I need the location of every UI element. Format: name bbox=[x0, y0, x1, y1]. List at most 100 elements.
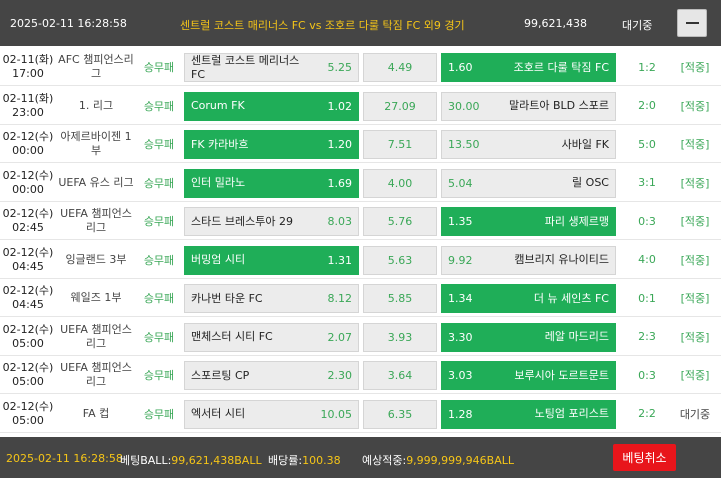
draw-odd-value: 5.63 bbox=[387, 253, 413, 267]
away-odds-button[interactable]: 30.00 말라트아 BLD 스포르 bbox=[441, 91, 616, 121]
away-odd-value: 30.00 bbox=[448, 99, 480, 113]
footer-datetime: 2025-02-11 16:28:58 bbox=[6, 452, 123, 465]
match-date: 02-12(수) bbox=[2, 207, 54, 220]
match-score: 1:2 bbox=[638, 60, 656, 74]
home-odd-value: 1.20 bbox=[327, 138, 353, 151]
match-result: [적중] bbox=[680, 253, 710, 267]
away-odd-value: 1.35 bbox=[448, 215, 473, 228]
away-team-name: 더 뉴 세인츠 FC bbox=[533, 291, 609, 305]
away-odds-button[interactable]: 9.92 캠브리지 유나이티드 bbox=[441, 245, 616, 275]
away-odd-value: 9.92 bbox=[448, 253, 473, 267]
away-odd-value: 1.34 bbox=[448, 292, 473, 305]
match-score: 0:3 bbox=[638, 214, 656, 228]
match-score: 3:1 bbox=[638, 176, 656, 189]
home-team-name: 맨체스터 시티 FC bbox=[191, 330, 273, 343]
away-odd-value: 3.03 bbox=[448, 369, 473, 382]
draw-odds-button[interactable]: 6.35 bbox=[363, 399, 437, 429]
match-datetime: 02-11(화) 23:00 bbox=[0, 87, 56, 125]
home-odd-value: 2.30 bbox=[327, 369, 353, 382]
home-odds-button[interactable]: 버밍엄 시티 1.31 bbox=[184, 245, 359, 275]
home-odd-value: 1.31 bbox=[327, 253, 353, 267]
league-name: UEFA 챔피언스리그 bbox=[60, 207, 132, 234]
away-odds-button[interactable]: 1.34 더 뉴 세인츠 FC bbox=[441, 284, 616, 313]
draw-odds-button[interactable]: 4.00 bbox=[363, 168, 437, 198]
home-odds-button[interactable]: 스타드 브레스투아 29 8.03 bbox=[184, 207, 359, 236]
home-team-name: 스포르팅 CP bbox=[191, 368, 250, 382]
draw-odds-button[interactable]: 7.51 bbox=[363, 130, 437, 159]
home-odds-button[interactable]: FK 카라바흐 1.20 bbox=[184, 130, 359, 159]
away-odds-button[interactable]: 1.28 노팅엄 포리스트 bbox=[441, 399, 616, 429]
match-row: 02-12(수) 02:45 UEFA 챔피언스리그 승무패 스타드 브레스투아 29 8… bbox=[0, 202, 721, 240]
match-time: 02:45 bbox=[12, 221, 44, 234]
header-status: 대기중 bbox=[622, 19, 653, 32]
away-odds-button[interactable]: 3.03 보루시아 도르트문트 bbox=[441, 361, 616, 390]
away-odds-button[interactable]: 3.30 레알 마드리드 bbox=[441, 322, 616, 352]
match-time: 00:00 bbox=[12, 144, 44, 157]
draw-odds-button[interactable]: 27.09 bbox=[363, 91, 437, 121]
bet-type: 승무패 bbox=[143, 138, 175, 151]
match-score: 4:0 bbox=[638, 253, 656, 266]
draw-odds-button[interactable]: 3.93 bbox=[363, 322, 437, 352]
home-team-name: 센트럴 코스트 메리너스 FC bbox=[191, 53, 300, 81]
draw-odds-button[interactable]: 3.64 bbox=[363, 361, 437, 390]
home-team-name: 인터 밀라노 bbox=[191, 176, 246, 189]
away-team-name: 레알 마드리드 bbox=[544, 330, 609, 343]
home-odds-button[interactable]: 센트럴 코스트 메리너스 FC 5.25 bbox=[184, 53, 359, 82]
bet-type: 승무패 bbox=[143, 369, 175, 382]
match-date: 02-11(화) bbox=[2, 91, 54, 105]
away-team-name: 파리 생제르맹 bbox=[544, 214, 609, 228]
home-odds-button[interactable]: 엑서터 시티 10.05 bbox=[184, 399, 359, 429]
match-row: 02-12(수) 05:00 UEFA 챔피언스리그 승무패 맨체스터 시티 FC 2.0… bbox=[0, 318, 721, 356]
match-row: 02-12(수) 05:00 UEFA 챔피언스리그 승무패 스포르팅 CP 2.30 3.… bbox=[0, 356, 721, 394]
cancel-bet-button[interactable]: 베팅취소 bbox=[613, 444, 676, 471]
match-result: [적중] bbox=[680, 215, 710, 228]
match-result: [적중] bbox=[680, 369, 710, 382]
draw-odds-button[interactable]: 5.85 bbox=[363, 284, 437, 313]
home-odds-button[interactable]: 인터 밀라노 1.69 bbox=[184, 168, 359, 198]
match-datetime: 02-12(수) 04:45 bbox=[0, 241, 56, 279]
away-odd-value: 13.50 bbox=[448, 138, 480, 151]
away-team-name: 말라트아 BLD 스포르 bbox=[509, 99, 609, 112]
match-time: 04:45 bbox=[12, 298, 44, 311]
home-odds-button[interactable]: 스포르팅 CP 2.30 bbox=[184, 361, 359, 390]
home-odds-button[interactable]: Corum FK 1.02 bbox=[184, 91, 359, 121]
match-result: [적중] bbox=[680, 99, 710, 113]
home-team-name: Corum FK bbox=[191, 99, 245, 112]
header-match-title: 센트럴 코스트 매리너스 FC vs 조호르 다룰 탁짐 FC 외9 경기 bbox=[180, 19, 465, 32]
league-name: UEFA 챔피언스리그 bbox=[60, 322, 132, 350]
bet-type: 승무패 bbox=[143, 292, 175, 305]
home-odd-value: 8.12 bbox=[327, 292, 353, 305]
draw-odds-button[interactable]: 5.63 bbox=[363, 245, 437, 275]
match-row: 02-12(수) 05:00 FA 컵 승무패 엑서터 시티 10.05 6.35 1.28 노… bbox=[0, 395, 721, 433]
away-odds-button[interactable]: 13.50 사바일 FK bbox=[441, 130, 616, 159]
header-amount: 99,621,438 bbox=[524, 17, 587, 30]
match-row: 02-11(화) 17:00 AFC 챔피언스리그 승무패 센트럴 코스트 메리너스 F… bbox=[0, 48, 721, 86]
away-odds-button[interactable]: 5.04 릴 OSC bbox=[441, 168, 616, 198]
draw-odd-value: 3.64 bbox=[387, 369, 413, 382]
match-datetime: 02-12(수) 04:45 bbox=[0, 279, 56, 317]
home-odd-value: 1.69 bbox=[327, 176, 353, 190]
match-datetime: 02-12(수) 05:00 bbox=[0, 356, 56, 394]
draw-odds-button[interactable]: 4.49 bbox=[363, 53, 437, 82]
home-odd-value: 8.03 bbox=[327, 215, 353, 228]
away-odd-value: 5.04 bbox=[448, 176, 473, 190]
bet-type: 승무패 bbox=[143, 61, 175, 74]
collapse-button[interactable] bbox=[677, 9, 707, 37]
league-name: 1. 리그 bbox=[78, 98, 114, 112]
home-odds-button[interactable]: 맨체스터 시티 FC 2.07 bbox=[184, 322, 359, 352]
match-datetime: 02-12(수) 02:45 bbox=[0, 202, 56, 240]
home-odds-button[interactable]: 카나번 타운 FC 8.12 bbox=[184, 284, 359, 313]
away-odd-value: 3.30 bbox=[448, 330, 473, 344]
draw-odds-button[interactable]: 5.76 bbox=[363, 207, 437, 236]
draw-odd-value: 4.49 bbox=[387, 61, 413, 74]
match-date: 02-12(수) bbox=[2, 322, 54, 336]
away-odds-button[interactable]: 1.35 파리 생제르맹 bbox=[441, 207, 616, 236]
away-odds-button[interactable]: 1.60 조호르 다룰 탁짐 FC bbox=[441, 53, 616, 82]
match-date: 02-12(수) bbox=[2, 361, 54, 374]
match-score: 2:2 bbox=[638, 407, 656, 420]
home-odd-value: 5.25 bbox=[327, 61, 353, 74]
league-name: 잉글랜드 3부 bbox=[65, 252, 127, 266]
match-datetime: 02-12(수) 05:00 bbox=[0, 395, 56, 433]
match-date: 02-12(수) bbox=[2, 130, 54, 143]
bet-type: 승무패 bbox=[143, 99, 175, 113]
